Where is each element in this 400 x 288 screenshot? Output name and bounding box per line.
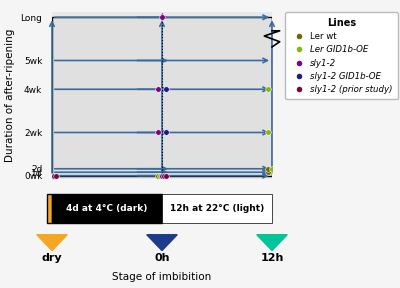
Y-axis label: Duration of after-ripening: Duration of after-ripening: [5, 28, 15, 162]
Text: 12h at 22°C (light): 12h at 22°C (light): [170, 204, 264, 213]
Text: 12h: 12h: [260, 253, 284, 264]
Legend: Ler wt, Ler GID1b-OE, sly1-2, sly1-2 GID1b-OE, sly1-2 (prior study): Ler wt, Ler GID1b-OE, sly1-2, sly1-2 GID…: [285, 12, 398, 99]
Text: Stage of imbibition: Stage of imbibition: [112, 272, 212, 282]
Text: 0h: 0h: [154, 253, 170, 264]
Text: dry: dry: [42, 253, 62, 264]
Text: 4d at 4°C (dark): 4d at 4°C (dark): [66, 204, 148, 213]
